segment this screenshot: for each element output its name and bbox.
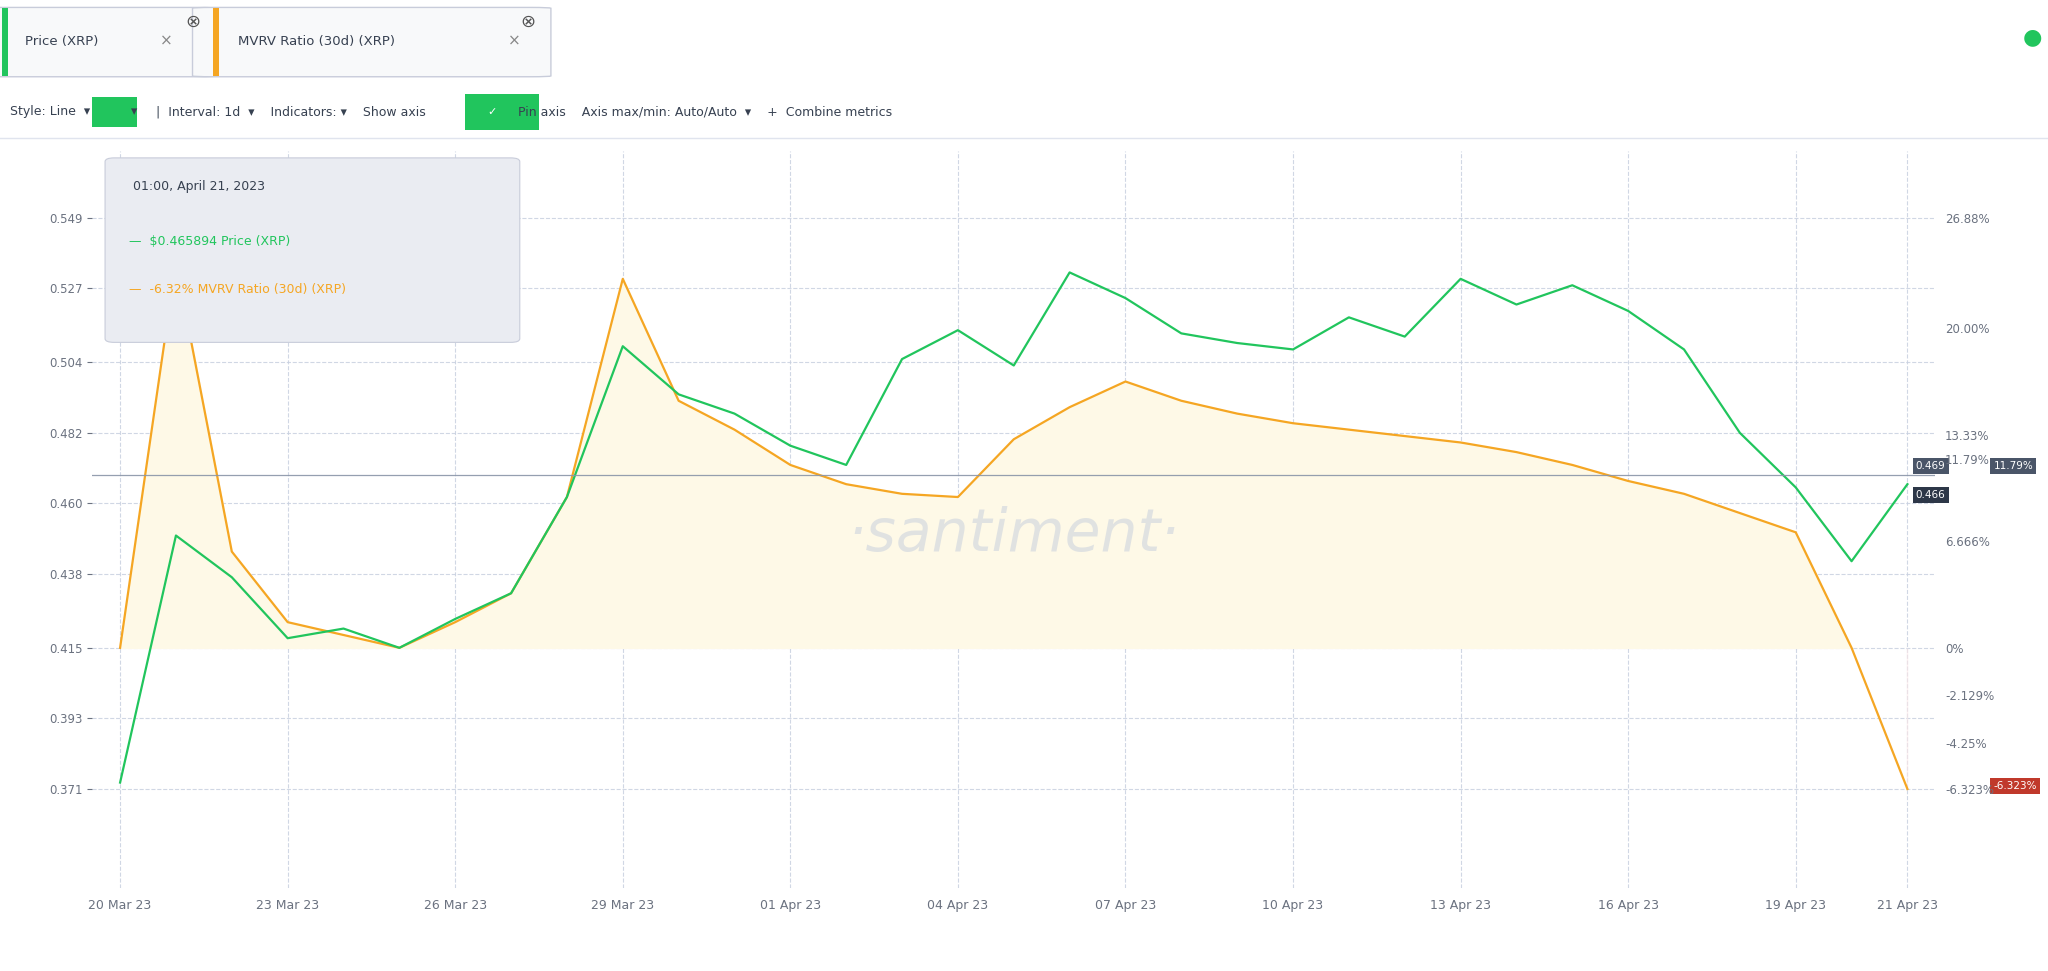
Text: ⊗: ⊗ [520,13,537,30]
Text: Pin axis    Axis max/min: Auto/Auto  ▾    +  Combine metrics: Pin axis Axis max/min: Auto/Auto ▾ + Com… [518,105,893,118]
Text: ●: ● [2023,27,2042,48]
FancyBboxPatch shape [465,93,539,130]
FancyBboxPatch shape [0,8,217,77]
Bar [2,8,8,76]
FancyBboxPatch shape [193,8,551,77]
Bar [213,8,219,76]
Text: Style: Line  ▾: Style: Line ▾ [10,105,90,118]
Text: ·santiment·: ·santiment· [848,506,1180,563]
Text: —  -6.32% MVRV Ratio (30d) (XRP): — -6.32% MVRV Ratio (30d) (XRP) [129,284,346,296]
Text: Price (XRP): Price (XRP) [25,35,98,48]
Text: ▾: ▾ [131,105,137,118]
FancyBboxPatch shape [92,97,137,126]
Text: ⊗: ⊗ [184,13,201,30]
Text: -6.323%: -6.323% [1993,781,2038,791]
Text: ×: × [508,34,520,49]
Text: |  Interval: 1d  ▾    Indicators: ▾    Show axis: | Interval: 1d ▾ Indicators: ▾ Show axis [156,105,426,118]
Text: 11.79%: 11.79% [1993,461,2034,471]
Text: ×: × [160,34,172,49]
Text: 0.469: 0.469 [1915,461,1946,471]
Text: MVRV Ratio (30d) (XRP): MVRV Ratio (30d) (XRP) [238,35,395,48]
FancyBboxPatch shape [104,158,520,343]
Text: ✓: ✓ [487,107,498,117]
Text: 01:00, April 21, 2023: 01:00, April 21, 2023 [133,180,264,193]
Text: —  $0.465894 Price (XRP): — $0.465894 Price (XRP) [129,235,291,249]
Text: 0.466: 0.466 [1915,490,1946,500]
